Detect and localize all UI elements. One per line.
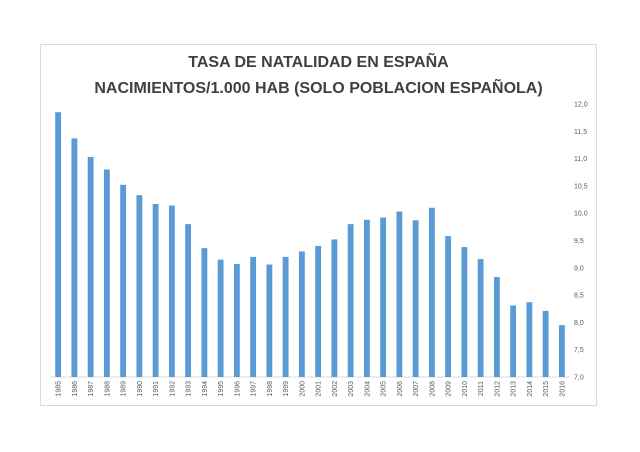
bar [152,203,159,377]
bar [493,277,500,377]
x-tick-label: 1999 [283,381,290,397]
bar [298,251,305,377]
bar [87,156,94,377]
y-axis: 7,0 7,5 8,0 8,5 9,0 9,5 10,0 10,5 11,0 11,5 12,0 [574,102,588,382]
bar [412,220,419,377]
x-tick-label: 2000 [299,381,306,397]
bar [217,259,224,377]
y-tick-label: 8,5 [574,293,584,300]
bar [136,195,143,377]
bar [445,236,452,377]
chart-title-line-1: TASA DE NATALIDAD EN ESPAÑA [188,54,449,71]
x-tick-label: 2011 [478,381,485,396]
bar [461,247,468,377]
bar-series [55,112,565,377]
x-tick-label: 2014 [527,381,534,397]
bar [266,264,273,377]
x-tick-label: 1990 [137,381,144,397]
x-tick-label: 2004 [364,381,371,397]
x-tick-label: 1985 [56,381,63,397]
y-tick-label: 12,0 [574,102,588,109]
y-tick-label: 10,0 [574,211,588,218]
x-tick-label: 1986 [72,381,79,397]
bar [55,112,62,377]
bar [120,184,127,377]
bar [233,263,240,377]
x-tick-label: 2015 [543,381,550,397]
x-tick-label: 1997 [251,381,258,397]
x-tick-label: 1995 [218,381,225,397]
y-tick-label: 7,5 [574,347,584,354]
bar [201,248,208,377]
x-tick-label: 2010 [462,381,469,397]
y-tick-label: 9,5 [574,238,584,245]
y-tick-label: 9,0 [574,265,584,272]
y-tick-label: 11,0 [574,156,587,163]
bar [315,245,322,377]
y-tick-label: 7,0 [574,375,584,382]
bar [103,169,110,377]
x-tick-label: 2013 [511,381,518,397]
bar [250,256,257,377]
x-tick-label: 2005 [381,381,388,397]
chart-title: TASA DE NATALIDAD EN ESPAÑA NACIMIENTOS/… [40,50,597,102]
bar [347,224,354,377]
x-tick-label: 1988 [104,381,111,397]
bar [558,325,565,377]
x-tick-label: 1994 [202,381,209,397]
x-tick-label: 2016 [559,381,566,397]
bar [71,138,78,377]
x-tick-label: 2007 [413,381,420,397]
bar [363,219,370,377]
x-tick-label: 1993 [186,381,193,397]
x-tick-label: 1991 [153,381,160,397]
y-tick-label: 11,5 [574,129,587,136]
x-tick-label: 2012 [494,381,501,397]
bar [168,205,175,377]
bar [396,211,403,377]
bar [380,217,387,377]
x-tick-label: 1998 [267,381,274,397]
chart-title-line-2: NACIMIENTOS/1.000 HAB (SOLO POBLACION ES… [94,80,543,97]
bar [542,310,549,377]
bar [428,207,435,377]
bar [526,302,533,377]
x-tick-label: 2002 [332,381,339,397]
x-tick-label: 1989 [121,381,128,397]
x-tick-label: 2003 [348,381,355,397]
x-tick-label: 1992 [169,381,176,397]
y-tick-label: 8,0 [574,320,584,327]
x-tick-label: 2009 [446,381,453,397]
bar [331,239,338,377]
bar [477,259,484,377]
bar [282,256,289,377]
y-tick-label: 10,5 [574,183,588,190]
x-tick-label: 2006 [397,381,404,397]
x-tick-label: 2008 [429,381,436,397]
bar [510,305,517,377]
bar [185,224,192,377]
x-axis: 1985 1986 1987 1988 1989 1990 1991 1992 1993 1994… [56,381,567,397]
x-tick-label: 1987 [88,381,95,397]
x-tick-label: 1996 [234,381,241,397]
x-tick-label: 2001 [316,381,323,397]
